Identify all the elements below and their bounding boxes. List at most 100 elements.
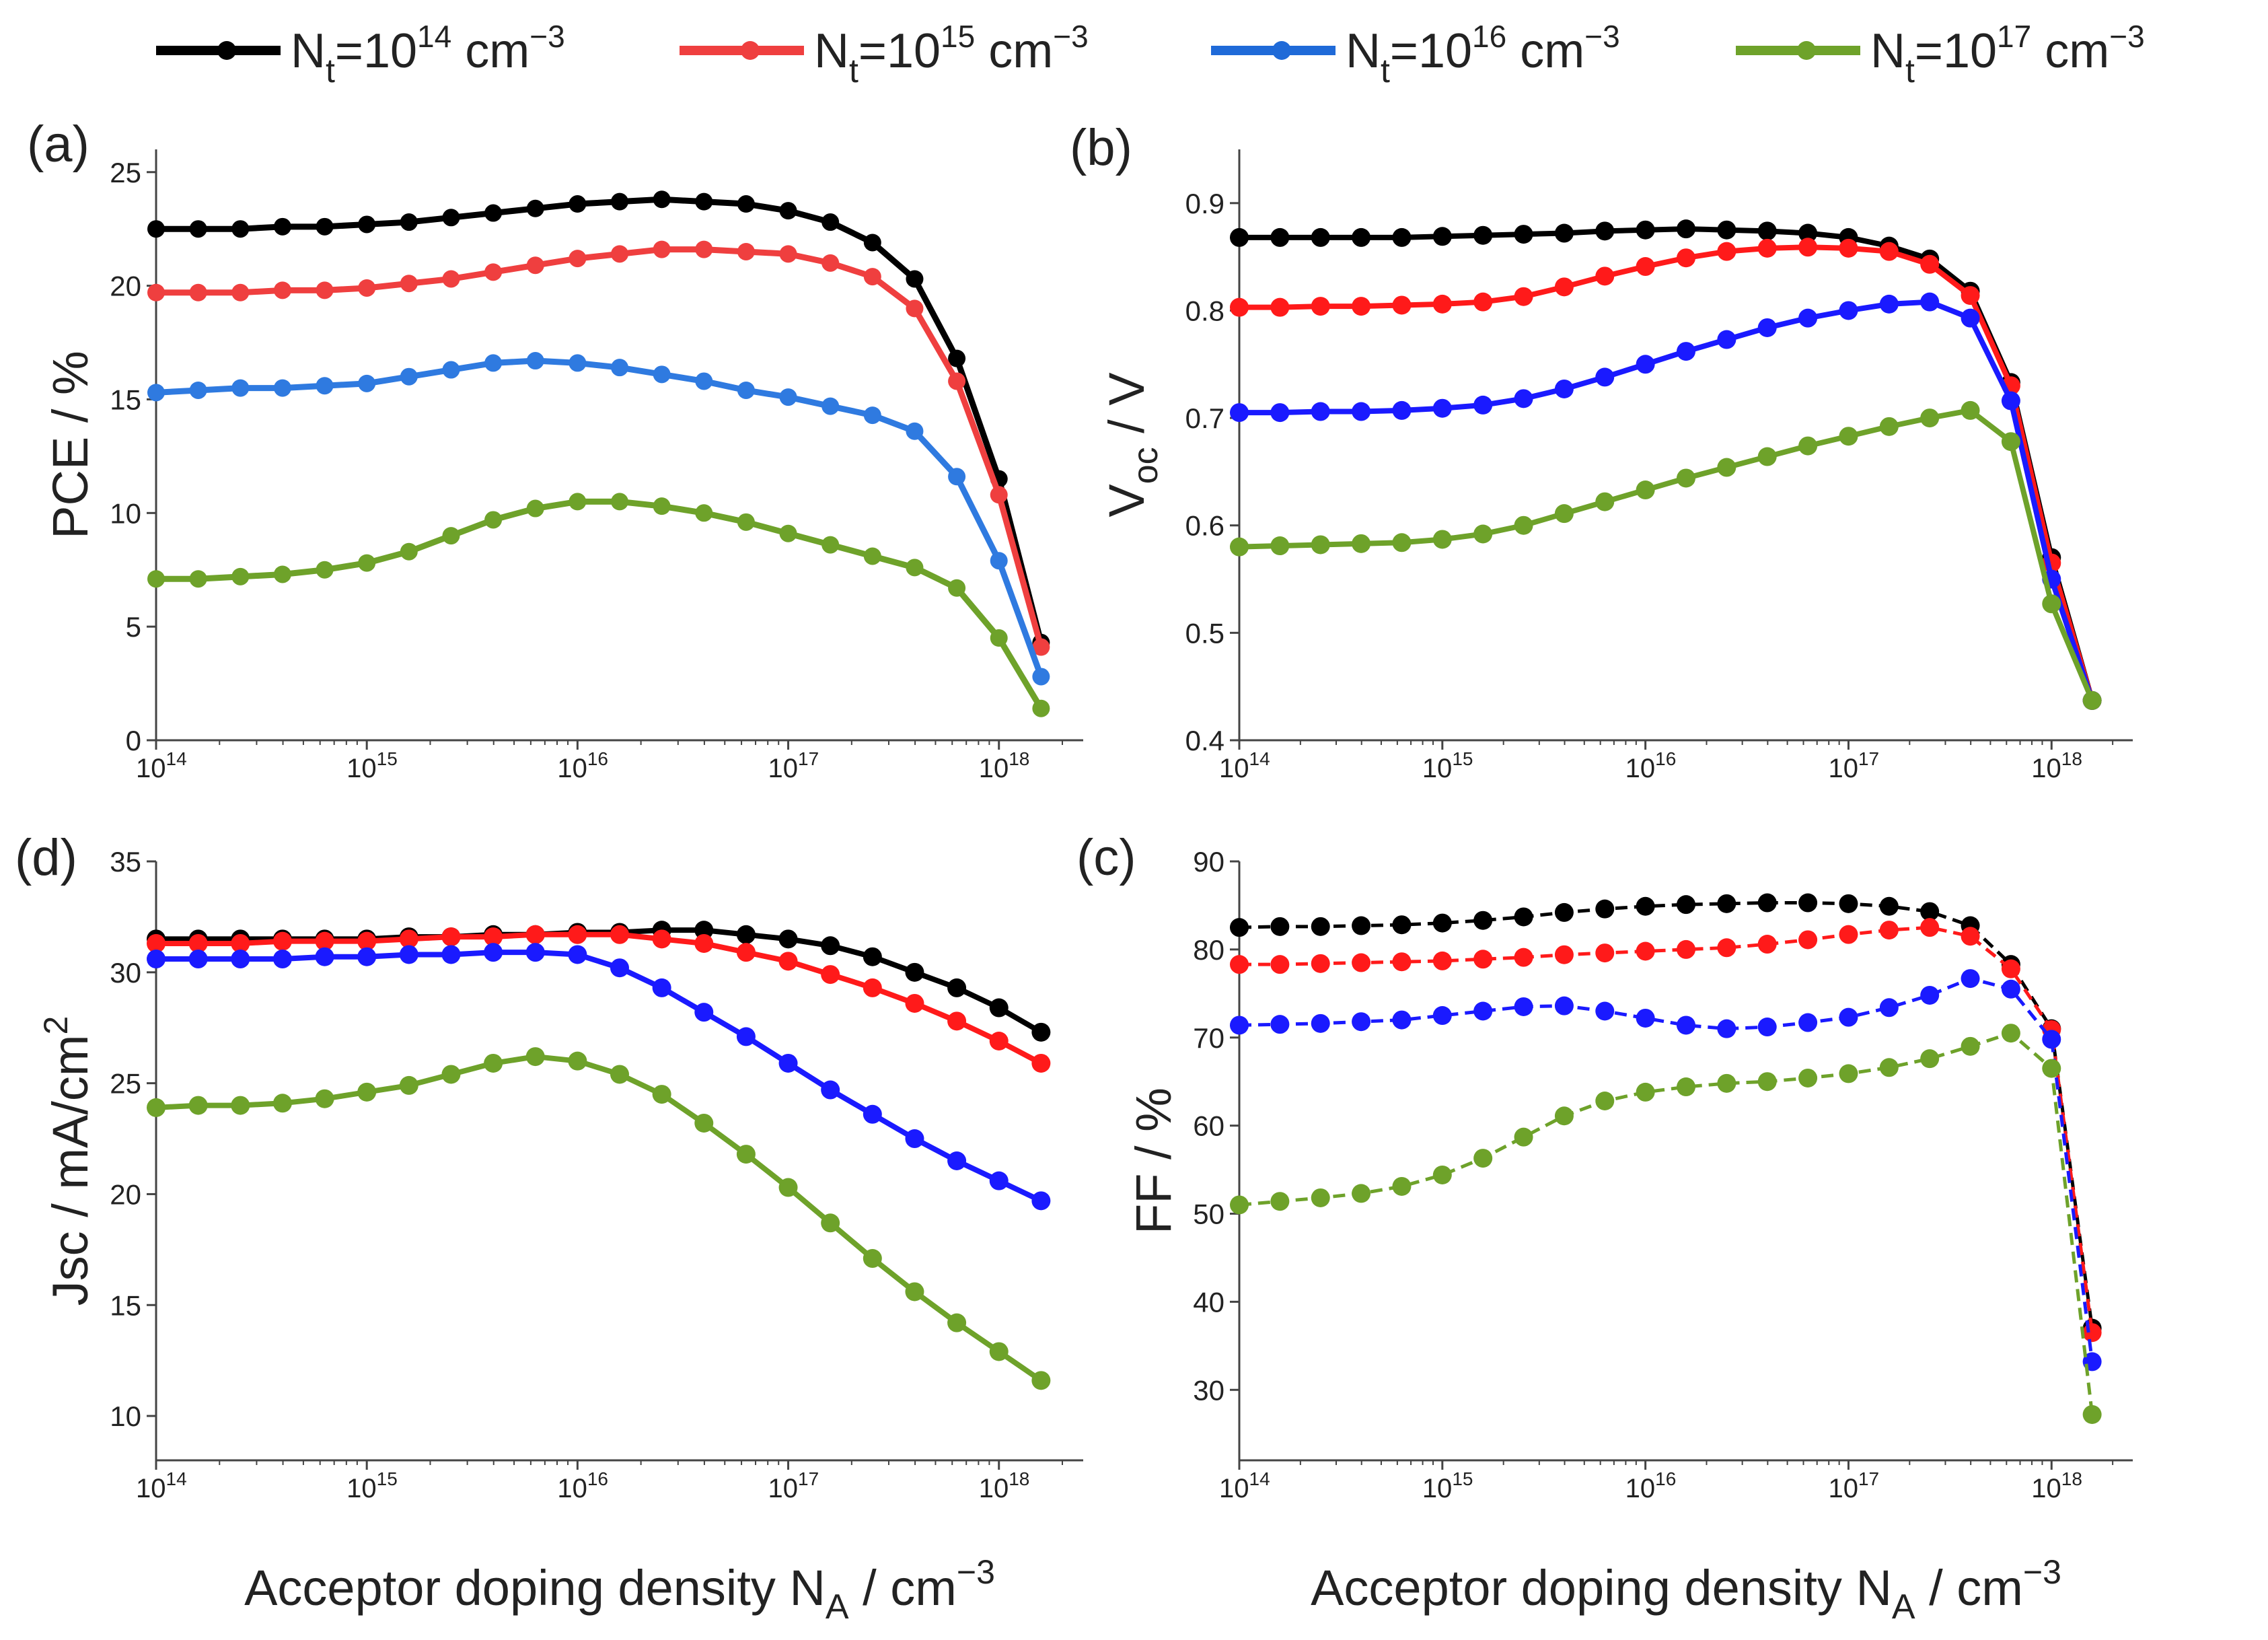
data-point (1270, 536, 1290, 556)
data-point (1473, 524, 1493, 544)
series-1 (1230, 918, 2102, 1343)
data-point (1392, 227, 1412, 247)
x-tick-label: 1016 (557, 1468, 608, 1503)
y-tick-label: 25 (110, 1068, 141, 1100)
x-tick-label: 1014 (1219, 748, 1270, 783)
data-point (1636, 1008, 1655, 1028)
data-point (147, 950, 166, 969)
data-point (357, 931, 377, 951)
data-point (778, 952, 798, 971)
data-point (1230, 1015, 1249, 1035)
data-point (1514, 907, 1533, 927)
data-point (990, 552, 1008, 570)
data-point (1554, 996, 1574, 1015)
data-point (147, 933, 166, 953)
data-point (1595, 221, 1615, 241)
data-point (1920, 985, 1940, 1005)
data-point (1554, 379, 1574, 398)
x-tick-label: 1018 (2031, 748, 2082, 783)
legend-label: Nt=1014 cm−3 (291, 19, 565, 90)
panel-b: 0.4 0.5 0.6 0.7 0.8 0.9 1014 1015 1016 1017 1018 (b… (1070, 119, 2133, 783)
data-point (1961, 308, 1980, 328)
data-point (695, 240, 713, 258)
data-point (990, 629, 1008, 647)
data-point (1473, 950, 1493, 969)
data-point (1636, 896, 1655, 916)
data-point (737, 195, 755, 213)
data-point (779, 524, 797, 542)
data-point (610, 958, 629, 978)
y-tick-label: 15 (110, 1289, 141, 1321)
data-point (1392, 1176, 1412, 1196)
legend: Nt=1014 cm−3 Nt=1015 cm−3 Nt=1016 cm−3 Nt=1… (156, 19, 2145, 90)
data-point (272, 950, 292, 969)
data-point (989, 998, 1009, 1018)
data-point (1717, 894, 1736, 913)
data-point (1798, 1068, 1818, 1088)
data-point (1554, 223, 1574, 243)
data-point (2042, 1059, 2061, 1078)
data-point (1311, 402, 1330, 421)
data-point (188, 950, 208, 969)
series-line (156, 196, 1044, 643)
x-tick-label: 1017 (768, 1468, 819, 1503)
data-point (273, 565, 291, 583)
data-point (1677, 342, 1695, 361)
data-point (948, 579, 966, 597)
data-point (1920, 408, 1940, 428)
data-point (1839, 1064, 1858, 1083)
data-point (1717, 242, 1736, 261)
series-2 (1230, 292, 2102, 710)
data-point (569, 493, 587, 511)
data-point (610, 925, 629, 944)
data-point (947, 1011, 967, 1031)
series-line (1239, 244, 2095, 702)
data-point (1270, 297, 1290, 317)
data-point (821, 536, 840, 554)
data-point (1432, 398, 1452, 418)
data-point (1677, 468, 1695, 488)
data-point (316, 377, 334, 395)
data-point (1230, 297, 1249, 317)
data-point (653, 240, 671, 258)
data-point (1879, 417, 1899, 436)
data-point (1677, 1077, 1695, 1097)
data-point (906, 422, 924, 440)
data-point (1270, 917, 1290, 936)
data-point (1311, 1013, 1330, 1033)
data-point (2082, 1404, 2102, 1424)
series-1 (1230, 238, 2102, 710)
y-tick-label: 10 (110, 497, 141, 529)
data-point (1839, 301, 1858, 320)
data-point (1798, 893, 1818, 913)
data-point (736, 943, 756, 962)
data-point (399, 929, 418, 949)
y-tick-label: 25 (110, 157, 141, 188)
data-point (1514, 287, 1533, 306)
series-line (155, 357, 1044, 678)
data-point (1879, 242, 1899, 261)
data-point (1230, 537, 1249, 557)
data-point (1757, 221, 1777, 241)
data-point (821, 397, 840, 415)
data-point (189, 283, 207, 301)
data-point (1798, 238, 1818, 257)
y-tick-label: 0.6 (1185, 510, 1224, 542)
data-point (1554, 1106, 1574, 1126)
x-tick-label: 1016 (1625, 1468, 1677, 1503)
y-tick-label: 90 (1193, 846, 1224, 878)
data-point (863, 1104, 882, 1124)
y-tick-label: 30 (1193, 1374, 1224, 1406)
series-3 (1230, 1024, 2102, 1424)
data-point (1798, 436, 1818, 456)
data-point (569, 250, 587, 268)
data-point (526, 199, 544, 217)
data-point (779, 388, 797, 406)
data-point (484, 511, 503, 529)
data-point (399, 1075, 418, 1095)
data-point (2001, 1024, 2020, 1043)
data-point (863, 268, 881, 286)
series-0 (1230, 893, 2102, 1338)
data-point (568, 945, 587, 964)
